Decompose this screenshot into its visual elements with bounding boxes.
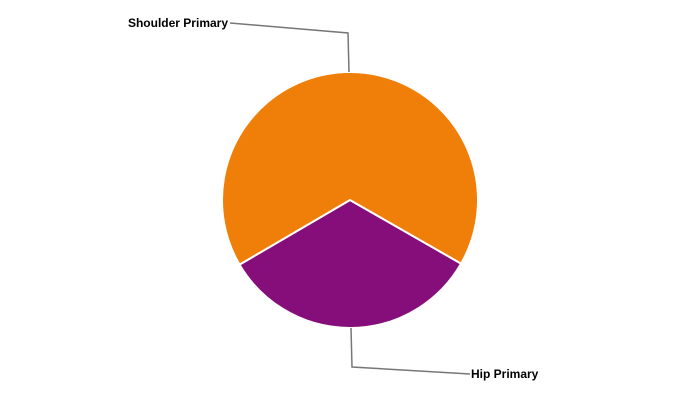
leader-line (350, 327, 471, 375)
slice-label: Hip Primary (471, 367, 539, 381)
slice-label: Shoulder Primary (128, 16, 228, 30)
leader-line (229, 22, 350, 73)
pie-slice-shoulder-primary (221, 71, 479, 266)
